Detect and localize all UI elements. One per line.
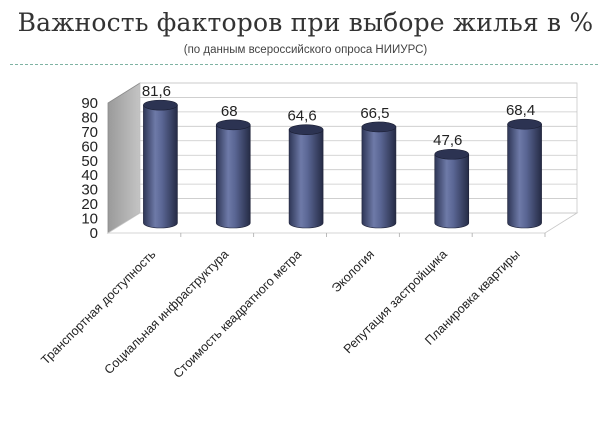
- data-label-4: 66,5: [360, 105, 389, 122]
- data-label-5: 47,6: [433, 132, 462, 149]
- bar-top-1: [143, 99, 178, 111]
- y-tick-label: 40: [81, 167, 98, 184]
- y-tick-label: 20: [81, 196, 98, 213]
- bar-top-5: [434, 148, 470, 160]
- category-label-4: Экология: [329, 247, 377, 295]
- bar-6: [507, 123, 542, 229]
- bar-top-4: [361, 121, 397, 133]
- y-tick-label: 30: [81, 182, 98, 199]
- data-label-3: 64,6: [287, 108, 316, 125]
- chart-title: Важность факторов при выборе жилья в %: [17, 8, 594, 37]
- data-label-2: 68: [221, 103, 238, 120]
- y-tick-label: 90: [81, 95, 98, 112]
- y-tick-label: 60: [81, 138, 98, 155]
- category-label-3: Стоимость квадратного метра: [171, 247, 305, 381]
- bar-5: [434, 153, 470, 229]
- category-label-1: Транспортная доступность: [38, 247, 158, 367]
- y-tick-label: 50: [81, 153, 98, 170]
- data-label-1: 81,6: [142, 83, 171, 100]
- y-tick-label: 70: [81, 124, 98, 141]
- chart-floor: [106, 212, 579, 234]
- bar-2: [215, 124, 251, 229]
- y-tick-label: 0: [90, 225, 98, 242]
- chart-back-wall: [139, 82, 578, 214]
- bar-1: [143, 104, 178, 229]
- chart-subtitle: (по данным всероссийского опроса НИИУРС): [183, 44, 428, 56]
- y-tick-label: 80: [81, 109, 98, 126]
- y-tick-label: 10: [81, 211, 98, 228]
- bar-top-3: [288, 124, 324, 135]
- bar-4: [361, 126, 397, 229]
- bar-top-6: [507, 118, 542, 130]
- category-label-2: Социальная инфраструктура: [102, 247, 232, 377]
- data-label-6: 68,4: [506, 102, 535, 119]
- bar-3: [288, 129, 324, 229]
- bar-top-2: [215, 119, 251, 131]
- title-divider: [10, 64, 598, 65]
- chart-side-wall: [107, 82, 141, 234]
